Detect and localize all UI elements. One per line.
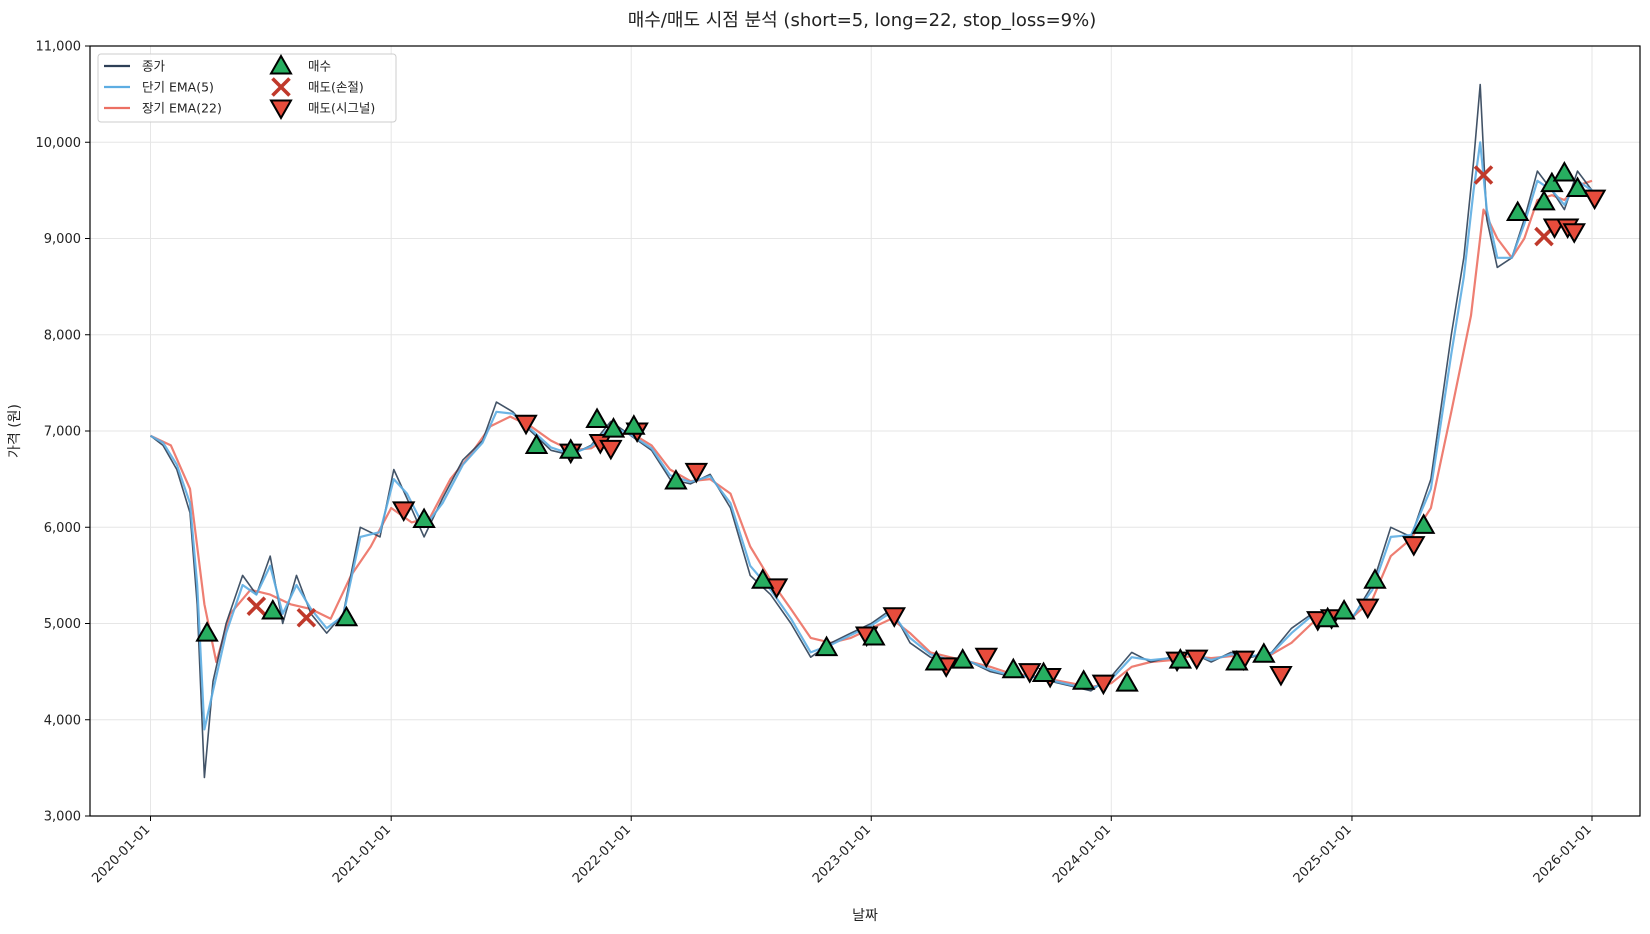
y-axis-title: 가격 (원) [7, 404, 23, 458]
buy-marker [751, 568, 775, 589]
legend-frame [97, 53, 397, 123]
legend-item-ema-short: 단기 EMA(5) [104, 80, 214, 95]
legend-label: 장기 EMA(22) [142, 101, 222, 116]
buy-marker [524, 433, 549, 454]
sell-signal-marker [514, 414, 538, 436]
buy-marker [924, 649, 949, 671]
y-tick-label: 10,000 [36, 136, 82, 151]
legend-item-sell-signal: 매도(시그널) [269, 99, 375, 121]
y-tick-label: 7,000 [44, 425, 81, 440]
buy-marker [1115, 671, 1139, 692]
legend-label: 매수 [308, 59, 331, 74]
legend-item-close: 종가 [104, 59, 166, 74]
sell-signal-marker [1018, 663, 1042, 684]
buy-marker [1552, 161, 1577, 182]
buy-marker [814, 635, 839, 657]
legend-item-ema-long: 장기 EMA(22) [104, 101, 222, 116]
x-tick-label: 2021-01-01 [330, 822, 394, 886]
legend-swatch [269, 99, 293, 121]
y-tick-label: 11,000 [36, 40, 82, 55]
sell-signal-marker [1562, 223, 1586, 244]
x-tick-label: 2022-01-01 [570, 822, 634, 886]
y-tick-label: 6,000 [44, 521, 81, 536]
y-tick-label: 9,000 [44, 232, 81, 247]
legend-item-buy: 매수 [269, 53, 331, 75]
x-axis: 2020-01-01 2021-01-01 2022-01-01 2023-01-01… [89, 816, 1595, 886]
grid [90, 45, 1640, 817]
legend-label: 매도(손절) [308, 80, 364, 95]
legend-label: 매도(시그널) [308, 101, 375, 116]
trade-markers [195, 161, 1607, 696]
buy-marker [558, 438, 583, 459]
buy-marker [1252, 642, 1276, 663]
series-line-ema-short [149, 141, 1593, 731]
buy-marker [1315, 606, 1340, 628]
x-tick-label: 2025-01-01 [1291, 822, 1355, 886]
y-tick-label: 5,000 [44, 617, 81, 632]
sell-stop-marker [246, 596, 267, 616]
sell-stop-marker [1534, 226, 1554, 247]
legend-swatch [271, 77, 291, 97]
sell-signal-marker [391, 501, 416, 522]
buy-marker [334, 605, 359, 627]
y-tick-label: 4,000 [44, 713, 81, 728]
legend-label: 단기 EMA(5) [142, 80, 214, 95]
sell-signal-marker [1185, 649, 1209, 671]
buy-marker [412, 507, 436, 529]
x-tick-label: 2020-01-01 [89, 822, 153, 886]
legend-swatch [269, 53, 293, 75]
sell-signal-marker [1582, 189, 1607, 211]
sell-stop-marker [1473, 165, 1494, 185]
buy-marker [195, 621, 219, 642]
x-tick-label: 2023-01-01 [810, 822, 874, 886]
legend-label: 종가 [142, 59, 166, 74]
buy-marker [1001, 657, 1026, 679]
buy-marker [950, 648, 975, 669]
sell-signal-marker [599, 439, 623, 461]
sell-signal-marker [1356, 598, 1380, 620]
buy-marker [1225, 649, 1249, 671]
buy-marker [1168, 648, 1193, 669]
buy-marker [1031, 661, 1056, 683]
y-tick-label: 8,000 [44, 328, 81, 343]
buy-marker [261, 598, 285, 620]
x-tick-label: 2024-01-01 [1050, 822, 1114, 886]
buy-marker [585, 407, 609, 428]
sell-signal-marker [1269, 666, 1293, 687]
buy-marker [1505, 200, 1530, 222]
sell-signal-marker [684, 462, 709, 484]
buy-marker [1532, 189, 1556, 211]
y-tick-label: 3,000 [44, 810, 81, 825]
legend-item-sell-stop: 매도(손절) [271, 77, 364, 97]
buy-marker [1411, 513, 1436, 534]
buy-marker [1363, 568, 1387, 589]
sell-signal-marker [974, 647, 999, 669]
buy-marker [862, 624, 886, 646]
buy-marker [1071, 669, 1096, 690]
y-axis: 3,000 4,000 5,000 6,000 7,000 8,000 9,000 10,00… [36, 40, 90, 825]
sell-stop-marker [296, 607, 317, 628]
x-tick-label: 2026-01-01 [1531, 822, 1595, 886]
sell-signal-marker [1402, 536, 1426, 557]
buy-marker [1540, 171, 1564, 193]
sell-signal-marker [882, 607, 906, 628]
buy-marker [664, 469, 688, 490]
buy-marker [622, 414, 646, 435]
buy-marker [1332, 598, 1356, 620]
buy-marker [1565, 176, 1590, 197]
chart-title: 매수/매도 시점 분석 (short=5, long=22, stop_loss… [628, 10, 1097, 31]
buy-marker [601, 417, 626, 438]
x-axis-title: 날짜 [852, 908, 878, 924]
sell-signal-marker [1091, 674, 1116, 696]
